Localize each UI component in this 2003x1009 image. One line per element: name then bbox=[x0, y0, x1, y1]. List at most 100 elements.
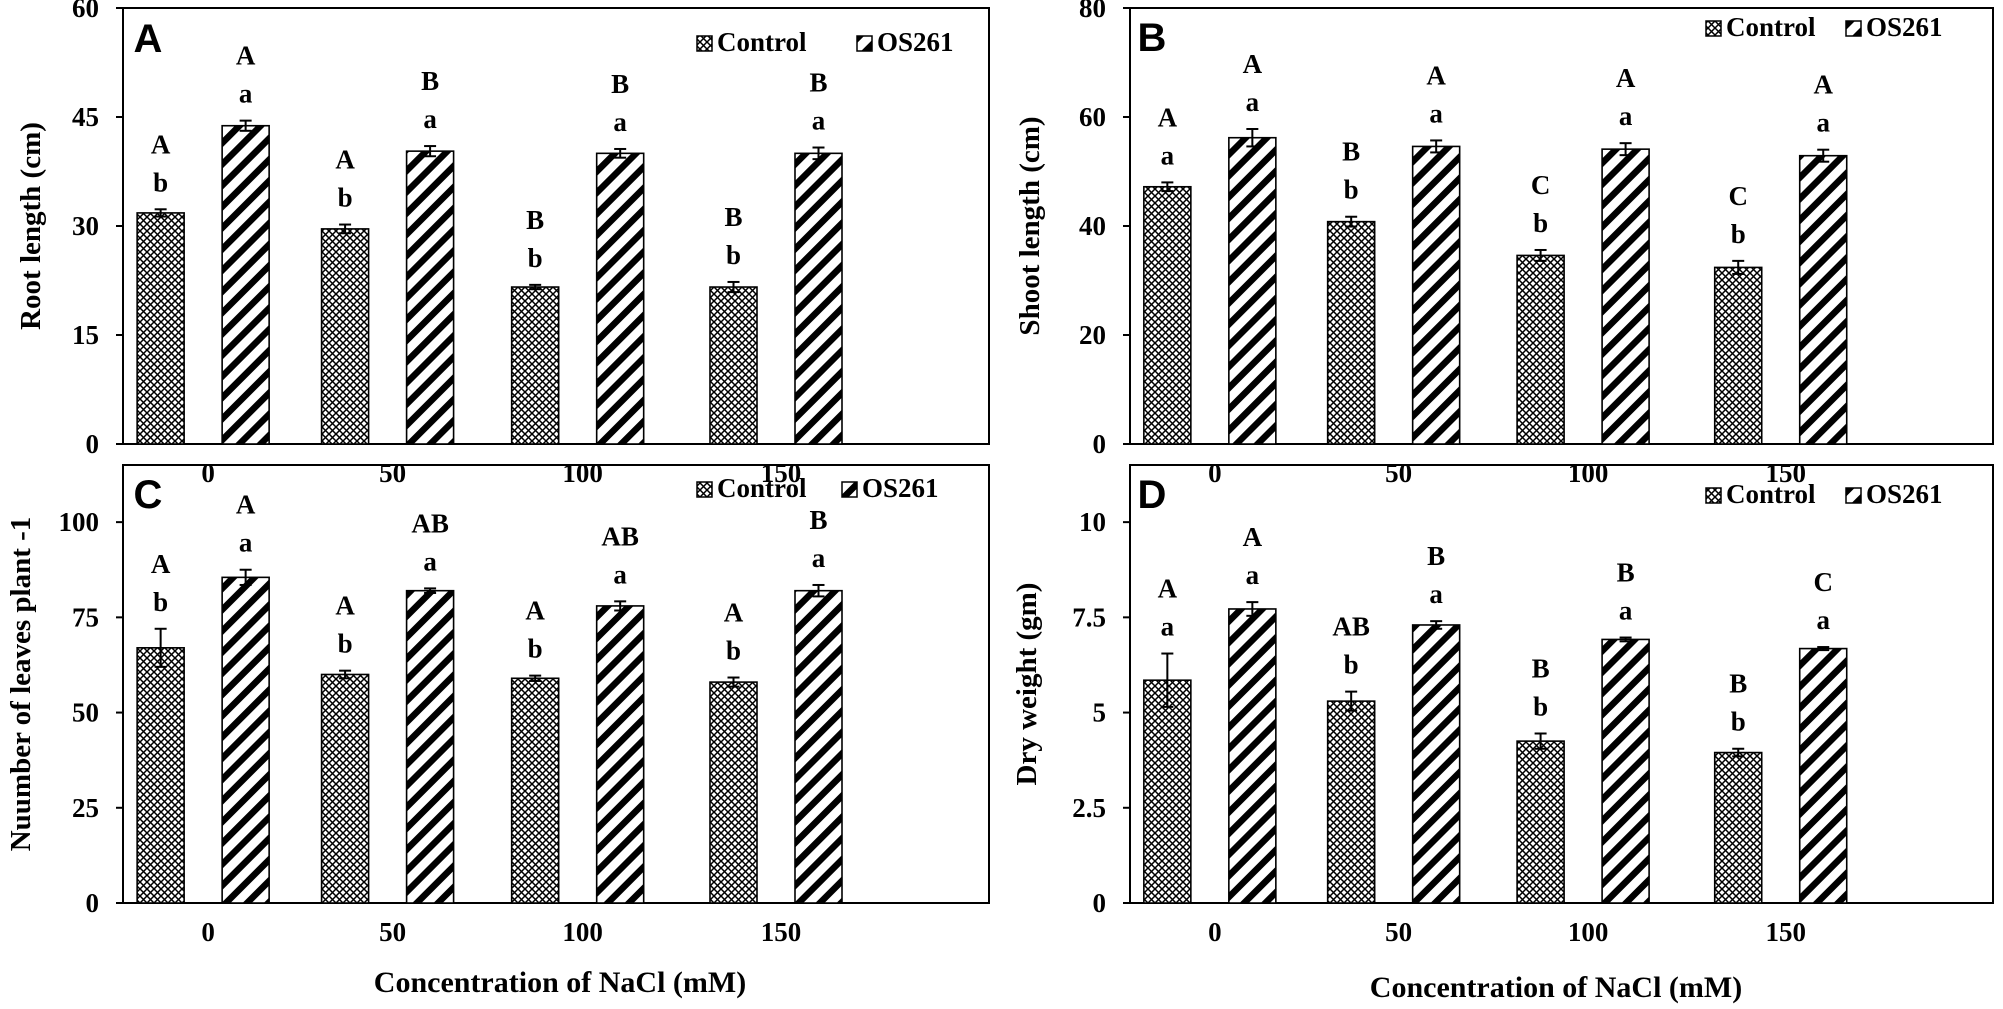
sig-lower-letter: a bbox=[1816, 108, 1830, 138]
sig-lower-letter: a bbox=[1246, 87, 1260, 117]
y-tick-label: 0 bbox=[86, 429, 100, 459]
x-tick-label: 50 bbox=[1385, 458, 1412, 488]
sig-lower-letter: b bbox=[726, 636, 741, 666]
sig-upper-letter: A bbox=[151, 129, 171, 159]
sig-lower-letter: b bbox=[1344, 650, 1359, 680]
y-tick-label: 15 bbox=[72, 320, 99, 350]
legend-label-os261: OS261 bbox=[1866, 479, 1943, 509]
legend-label-control: Control bbox=[1726, 479, 1816, 509]
y-tick-label: 20 bbox=[1079, 320, 1106, 350]
y-tick-label: 0 bbox=[86, 888, 100, 918]
sig-upper-letter: A bbox=[724, 598, 744, 628]
sig-upper-letter: B bbox=[611, 69, 629, 99]
bar-control-50 bbox=[1326, 700, 1376, 904]
x-tick-label: 150 bbox=[1765, 917, 1806, 947]
sig-upper-letter: B bbox=[1427, 541, 1445, 571]
x-tick-label: 100 bbox=[1568, 917, 1609, 947]
y-tick-label: 40 bbox=[1079, 211, 1106, 241]
sig-upper-letter: A bbox=[151, 549, 171, 579]
y-tick-label: 0 bbox=[1093, 888, 1107, 918]
sig-lower-letter: a bbox=[1161, 612, 1175, 642]
bar-control-0 bbox=[1143, 679, 1192, 904]
bar-os261-0 bbox=[1228, 136, 1277, 445]
sig-upper-letter: B bbox=[1617, 558, 1635, 588]
sig-upper-letter: A bbox=[236, 490, 256, 520]
bar-os261-150 bbox=[1798, 154, 1848, 445]
y-tick-label: 25 bbox=[72, 793, 99, 823]
sig-upper-letter: B bbox=[421, 66, 439, 96]
bar-control-100 bbox=[1516, 254, 1565, 445]
bar-os261-150 bbox=[1798, 647, 1848, 904]
legend: Control OS261 bbox=[1705, 12, 1943, 42]
bar-control-50 bbox=[1326, 220, 1376, 445]
x-tick-label: 150 bbox=[1765, 458, 1806, 488]
sig-upper-letter: AB bbox=[601, 521, 639, 551]
bar-os261-50 bbox=[1411, 624, 1461, 904]
legend-label-os261: OS261 bbox=[1866, 12, 1943, 42]
sig-lower-letter: b bbox=[528, 243, 543, 273]
sig-lower-letter: a bbox=[1816, 605, 1830, 635]
x-tick-label: 0 bbox=[201, 917, 215, 947]
x-axis-label-left: Concentration of NaCl (mM) bbox=[374, 966, 746, 999]
bar-control-100 bbox=[1516, 740, 1565, 904]
y-axis-label: Shoot length (cm) bbox=[1014, 116, 1046, 335]
bar-os261-150 bbox=[794, 152, 843, 445]
sig-lower-letter: b bbox=[338, 183, 353, 213]
sig-lower-letter: a bbox=[1161, 140, 1175, 170]
bar-os261-50 bbox=[405, 150, 455, 445]
sig-upper-letter: A bbox=[335, 145, 355, 175]
x-tick-label: 50 bbox=[1385, 917, 1412, 947]
bar-os261-100 bbox=[1601, 638, 1650, 904]
sig-lower-letter: b bbox=[726, 240, 741, 270]
sig-lower-letter: b bbox=[1344, 175, 1359, 205]
legend: Control OS261 bbox=[696, 27, 954, 57]
bar-os261-0 bbox=[221, 576, 270, 904]
sig-lower-letter: b bbox=[1533, 692, 1548, 722]
x-tick-label: 100 bbox=[562, 917, 603, 947]
sig-upper-letter: B bbox=[809, 68, 827, 98]
legend-label-os261: OS261 bbox=[877, 27, 954, 57]
x-tick-label: 50 bbox=[379, 458, 406, 488]
y-tick-label: 0 bbox=[1093, 429, 1107, 459]
sig-upper-letter: A bbox=[525, 596, 545, 626]
sig-upper-letter: A bbox=[1616, 63, 1636, 93]
sig-upper-letter: A bbox=[335, 591, 355, 621]
panel-letter: B bbox=[1138, 16, 1167, 60]
sig-lower-letter: b bbox=[338, 629, 353, 659]
x-tick-label: 0 bbox=[1208, 458, 1222, 488]
y-tick-label: 2.5 bbox=[1072, 793, 1106, 823]
sig-upper-letter: C bbox=[1813, 567, 1833, 597]
bar-control-0 bbox=[136, 212, 185, 445]
sig-upper-letter: A bbox=[236, 41, 256, 71]
y-axis-label: Dry weight (gm) bbox=[1011, 583, 1043, 786]
legend-label-control: Control bbox=[717, 27, 807, 57]
bar-control-50 bbox=[320, 228, 370, 445]
legend-swatch-control bbox=[1705, 487, 1722, 504]
legend-label-control: Control bbox=[1726, 12, 1816, 42]
sig-lower-letter: a bbox=[1619, 596, 1633, 626]
x-axis-label-right: Concentration of NaCl (mM) bbox=[1370, 971, 1742, 1004]
sig-upper-letter: B bbox=[724, 202, 742, 232]
sig-lower-letter: a bbox=[1429, 98, 1443, 128]
sig-upper-letter: A bbox=[1243, 49, 1263, 79]
sig-lower-letter: b bbox=[1731, 707, 1746, 737]
legend-swatch-os261 bbox=[856, 35, 873, 52]
bar-control-150 bbox=[709, 286, 758, 445]
bar-control-0 bbox=[1143, 185, 1192, 445]
sig-lower-letter: b bbox=[153, 167, 168, 197]
sig-lower-letter: b bbox=[1731, 219, 1746, 249]
sig-lower-letter: a bbox=[1619, 101, 1633, 131]
x-tick-label: 100 bbox=[562, 458, 603, 488]
bar-control-150 bbox=[1713, 751, 1763, 904]
sig-lower-letter: a bbox=[239, 528, 253, 558]
panel-letter: C bbox=[134, 473, 163, 517]
sig-lower-letter: a bbox=[812, 543, 826, 573]
bar-control-150 bbox=[709, 681, 758, 904]
x-tick-label: 100 bbox=[1568, 458, 1609, 488]
bar-control-50 bbox=[320, 673, 370, 904]
legend-swatch-control bbox=[1705, 20, 1722, 37]
sig-upper-letter: A bbox=[1426, 60, 1446, 90]
sig-lower-letter: a bbox=[1429, 579, 1443, 609]
